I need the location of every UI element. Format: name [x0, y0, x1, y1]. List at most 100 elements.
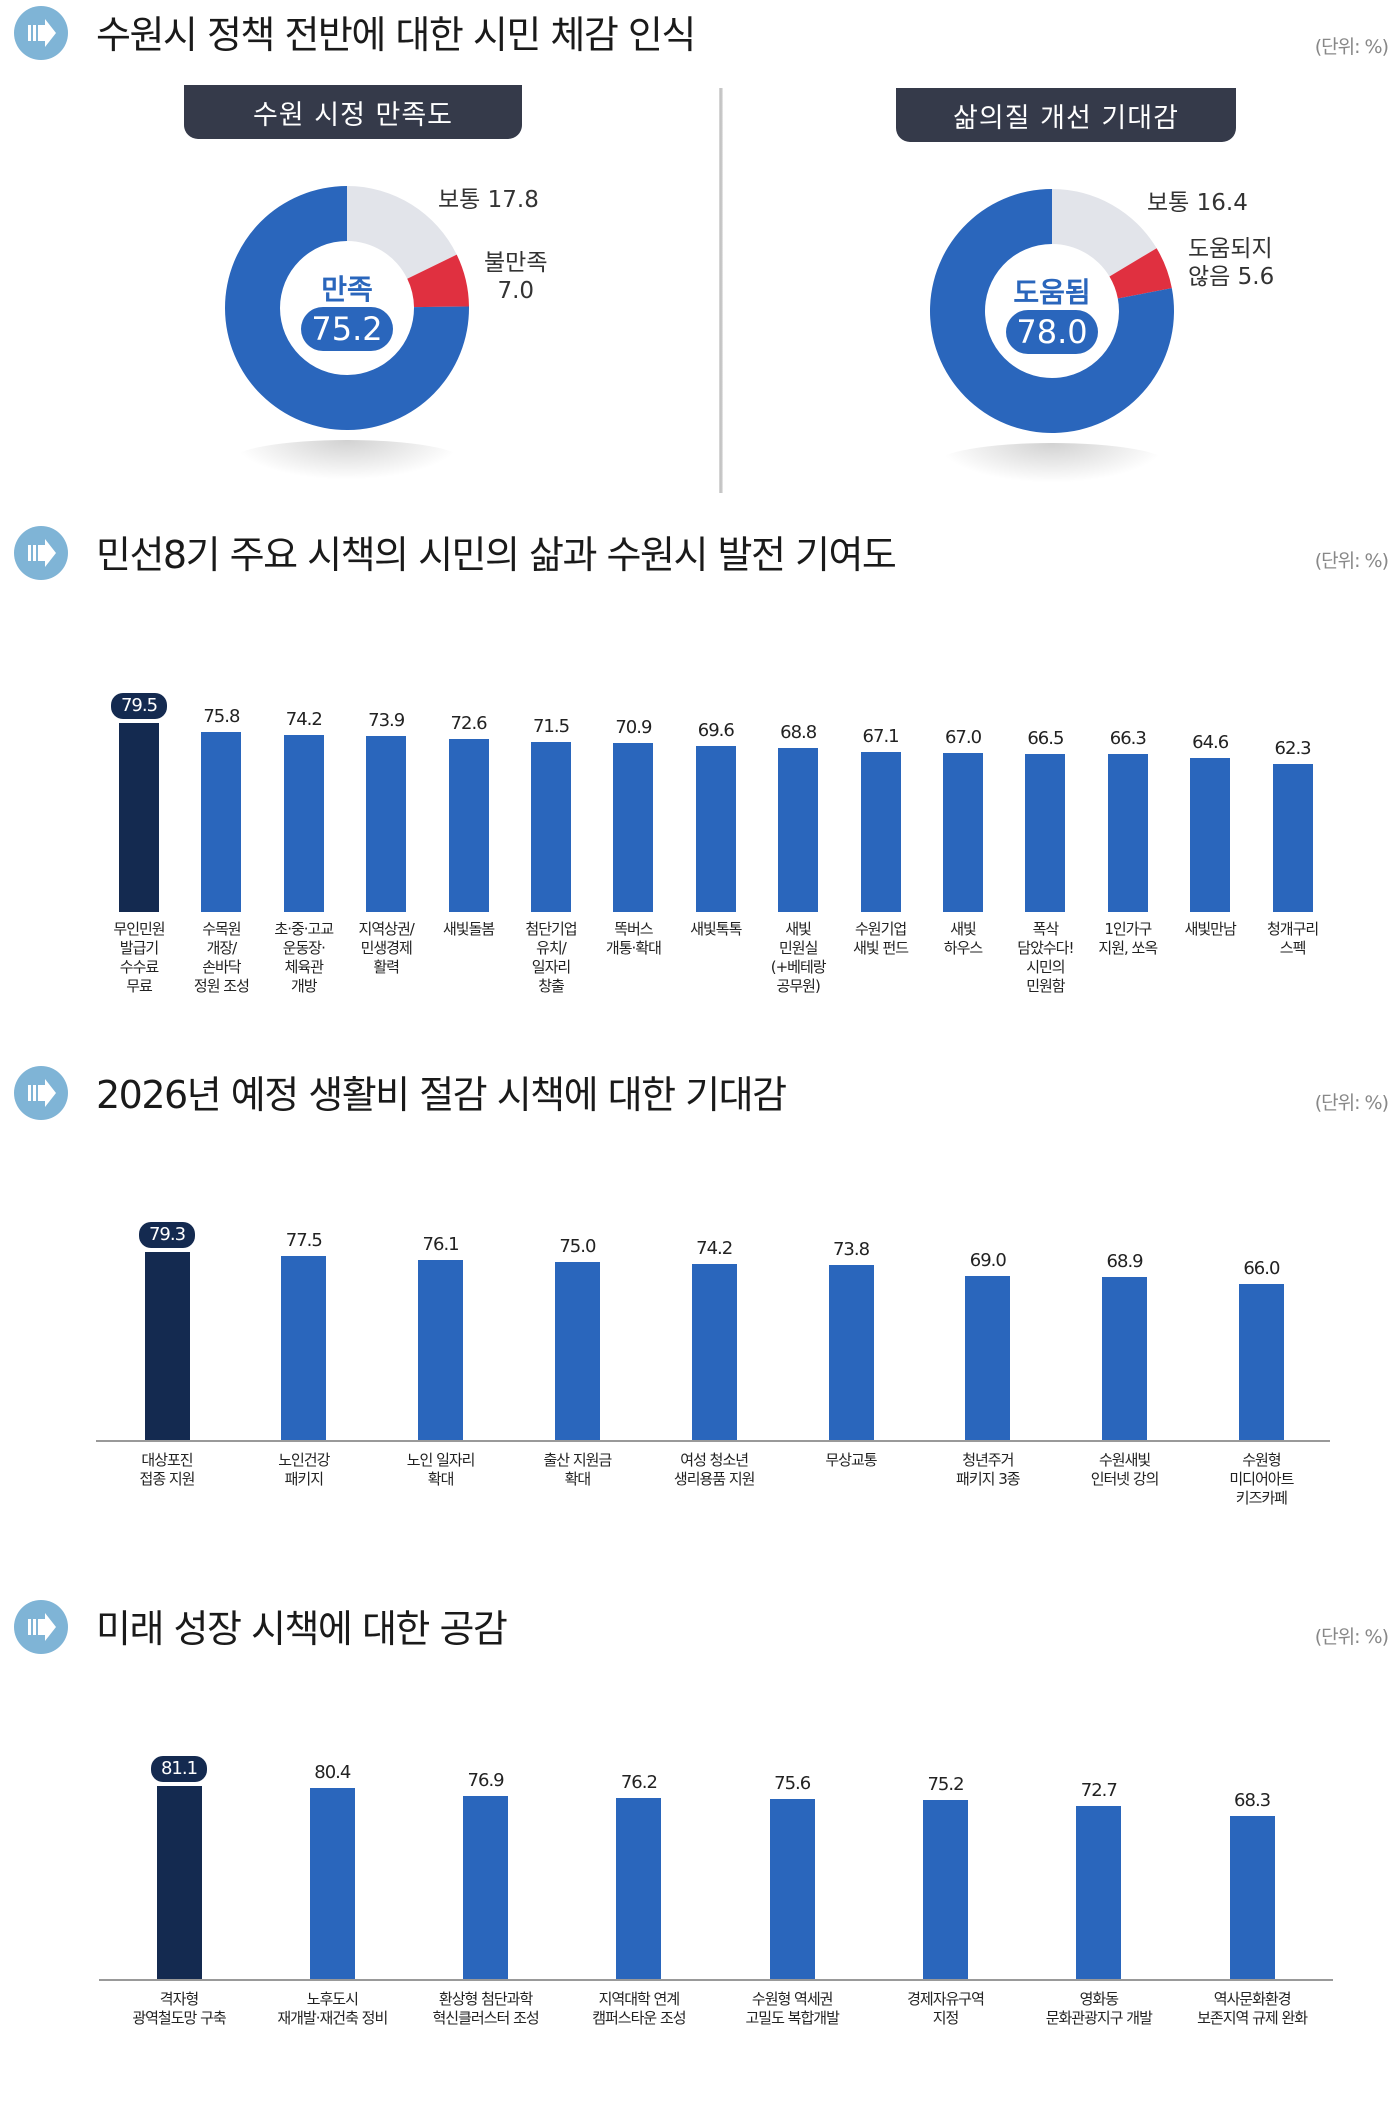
bar [448, 739, 489, 912]
donut1-negative-value: 7.0 [497, 278, 535, 304]
section1-unit: (단위: %) [1314, 36, 1389, 58]
category-label: 새빛돌봄 [442, 920, 495, 938]
category-label: 노인건강 패키지 [278, 1451, 330, 1488]
bar [778, 748, 819, 912]
donut2-center-label: 도움됨 [1013, 276, 1091, 309]
donut1-shadow [232, 440, 462, 480]
bar-value-label: 76.2 [620, 1771, 658, 1793]
donut-slice-2 [225, 186, 469, 430]
donut2-neutral-label: 보통 16.4 [1147, 190, 1248, 216]
category-label: 청년주거 패키지 3종 [956, 1451, 1021, 1488]
section4-title: 미래 성장 시책에 대한 공감 [96, 1607, 508, 1651]
category-label: 수원새빛 인터넷 강의 [1090, 1451, 1160, 1488]
bar-value-label: 68.8 [780, 722, 817, 744]
donut2-center-value: 78.0 [1006, 310, 1098, 354]
bar-value-label: 75.8 [203, 705, 240, 727]
category-label: 역사문화환경 보존지역 규제 완화 [1197, 1990, 1308, 2027]
bar [1229, 1816, 1275, 1979]
bar-value-label: 76.1 [422, 1233, 460, 1255]
donut2-shadow [937, 443, 1167, 483]
bar [828, 1265, 874, 1440]
bar-value-label: 67.0 [944, 726, 982, 748]
bar [1102, 1276, 1148, 1440]
section-arrow-icon [14, 1066, 68, 1120]
donut-slice-0 [1052, 189, 1157, 277]
bar-value-label: 64.6 [1192, 732, 1229, 754]
donut1-negative-name: 불만족 [484, 250, 548, 276]
bar-value-label: 66.3 [1109, 728, 1147, 750]
bar-value-label: 71.5 [532, 715, 570, 737]
bar-value-label: 75.0 [559, 1236, 596, 1258]
bar-value-label: 77.5 [285, 1230, 323, 1252]
donut2-title: 삶의질 개선 기대감 [896, 88, 1236, 142]
bar [156, 1785, 202, 1979]
bar [860, 752, 901, 912]
bar-value-label: 67.1 [862, 726, 900, 748]
chart3-axis [96, 1440, 1330, 1442]
bar-value-label: 72.6 [450, 713, 488, 735]
donut-slice-0 [347, 186, 457, 279]
bar [283, 735, 324, 912]
category-label: 수원형 역세권 고밀도 복합개발 [745, 1990, 840, 2027]
donut1-center-label: 만족 [321, 273, 373, 306]
category-label: 새빛 민원실 (+베테랑 공무원) [770, 920, 827, 995]
donut-chart-satisfaction [225, 186, 469, 430]
bar-value-label: 70.9 [615, 717, 652, 739]
category-label: 수원기업 새빛 펀드 [853, 920, 909, 957]
bar [1272, 763, 1313, 912]
bar [463, 1795, 509, 1979]
bar-value-label: 72.7 [1080, 1779, 1118, 1801]
bar-value-label: 69.0 [969, 1250, 1007, 1272]
section2-title: 민선8기 주요 시책의 시민의 삶과 수원시 발전 기여도 [96, 533, 897, 577]
bar-value-label: 66.0 [1243, 1257, 1280, 1279]
donut1-negative-label: 불만족 7.0 [484, 249, 547, 305]
bar-value-label: 79.3 [139, 1222, 195, 1249]
donut1-title: 수원 시정 만족도 [184, 85, 522, 139]
category-label: 지역상권/ 민생경제 활력 [358, 920, 415, 976]
divider [719, 88, 723, 493]
category-label: 수원형 미디어아트 키즈카페 [1229, 1451, 1294, 1507]
donut1-center-value: 75.2 [301, 307, 393, 351]
section-arrow-icon [14, 6, 68, 60]
section2-unit: (단위: %) [1314, 550, 1389, 572]
bar [144, 1252, 190, 1440]
category-label: 새빛만남 [1184, 920, 1237, 938]
category-label: 대상포진 접종 지원 [139, 1451, 196, 1488]
bar [943, 752, 983, 912]
bar-value-label: 68.3 [1234, 1790, 1271, 1812]
category-label: 영화동 문화관광지구 개발 [1045, 1990, 1153, 2027]
category-label: 수목원 개장/ 손바닥 정원 조성 [193, 920, 250, 995]
section-arrow-icon [14, 526, 68, 580]
bar [616, 1797, 662, 1979]
section1-title: 수원시 정책 전반에 대한 시민 체감 인식 [96, 13, 696, 57]
bar-value-label: 74.2 [696, 1238, 733, 1260]
category-label: 청개구리 스펙 [1266, 920, 1319, 957]
donut-slice-1 [1109, 248, 1172, 299]
bar [613, 743, 654, 912]
category-label: 폭삭 담았수다! 시민의 민원함 [1017, 920, 1074, 995]
category-label: 격자형 광역철도망 구축 [132, 1990, 226, 2027]
category-label: 새빛 하우스 [943, 920, 983, 957]
category-label: 경제자유구역 지정 [907, 1990, 985, 2027]
donut-slice-2 [930, 188, 1174, 433]
category-label: 무상교통 [825, 1451, 877, 1469]
category-label: 지역대학 연계 캠퍼스타운 조성 [592, 1990, 686, 2027]
bar [1076, 1805, 1122, 1979]
bar-value-label: 68.9 [1106, 1250, 1144, 1272]
donut2-negative-value: 않음 5.6 [1188, 264, 1275, 290]
bar [691, 1264, 737, 1440]
chart4-axis [99, 1979, 1333, 1981]
bar-value-label: 62.3 [1274, 737, 1312, 759]
donut2-negative-label: 도움되지 않음 5.6 [1188, 235, 1274, 291]
category-label: 출산 지원금 확대 [543, 1451, 613, 1488]
bar-value-label: 76.9 [467, 1769, 505, 1791]
bar [769, 1799, 815, 1979]
donut2-negative-name: 도움되지 [1188, 236, 1273, 262]
section4-unit: (단위: %) [1314, 1626, 1389, 1648]
category-label: 첨단기업 유치/ 일자리 창출 [525, 920, 577, 995]
section-arrow-icon [14, 1600, 68, 1654]
bar-value-label: 69.6 [697, 720, 735, 742]
bar [119, 722, 159, 912]
bar [201, 731, 242, 912]
bar [309, 1787, 355, 1979]
